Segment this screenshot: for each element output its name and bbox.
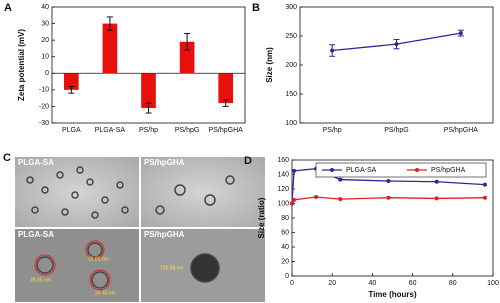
micrograph <box>15 229 139 302</box>
panel-label: D <box>244 155 252 167</box>
annotation: 26.80 nm <box>88 256 109 262</box>
marker <box>482 195 487 200</box>
y-tick-label: 20 <box>281 258 289 265</box>
x-axis-label: Time (hours) <box>368 290 417 299</box>
bar <box>63 73 79 90</box>
y-tick-label: 150 <box>285 91 297 98</box>
x-tick-label: PS/hp <box>323 127 342 134</box>
y-tick-label: 100 <box>277 200 289 207</box>
legend-label: PS/hpGHA <box>431 167 466 174</box>
x-tick-label: PLGA-SA <box>95 127 126 134</box>
image-label: PS/hpGHA <box>144 230 185 239</box>
legend-marker <box>330 168 334 172</box>
y-tick-label: 0 <box>285 273 289 280</box>
x-tick-label: 60 <box>409 280 417 287</box>
marker <box>338 197 343 202</box>
y-tick-label: 200 <box>285 62 297 69</box>
x-tick-label: PS/hpG <box>384 127 409 134</box>
panel-label: A <box>4 2 12 14</box>
marker <box>482 182 487 187</box>
annotation: 25.05 nm <box>30 277 51 283</box>
micrograph <box>141 157 265 227</box>
bar <box>179 41 195 74</box>
marker <box>314 194 319 199</box>
marker <box>338 177 343 182</box>
marker <box>292 168 297 173</box>
image-label: PLGA-SA <box>18 158 54 167</box>
annotation: 24.40 nm <box>95 290 116 296</box>
legend-box <box>315 162 487 178</box>
highlight-rings <box>34 240 111 291</box>
panel-label: B <box>252 2 260 14</box>
y-tick-label: 10 <box>41 54 49 61</box>
marker <box>434 196 439 201</box>
y-tick-label: 160 <box>277 157 289 164</box>
plot-frame <box>51 6 246 124</box>
y-tick-label: 100 <box>285 120 297 127</box>
legend-marker <box>415 168 419 172</box>
y-tick-label: 300 <box>285 4 297 11</box>
panel-c: C PLGA-SA PS/hpGHA PLGA-SA PS/hpGHA 26.8… <box>3 152 265 302</box>
annotation: 193.58 nm <box>160 265 184 271</box>
y-tick-label: -10 <box>39 87 49 94</box>
marker <box>330 48 335 53</box>
y-axis-label: Size (ratio) <box>257 197 266 238</box>
image-label: PLGA-SA <box>18 230 54 239</box>
marker <box>386 179 391 184</box>
bar <box>218 73 234 104</box>
x-tick-label: PS/hpGHA <box>209 127 244 134</box>
y-tick-label: 30 <box>41 20 49 27</box>
marker <box>458 31 463 36</box>
y-tick-label: 60 <box>281 229 289 236</box>
plot-frame <box>291 159 494 277</box>
marker <box>290 201 294 206</box>
y-tick-label: 250 <box>285 33 297 40</box>
x-tick-label: 0 <box>290 280 294 287</box>
y-tick-label: 40 <box>41 4 49 11</box>
y-axis-label: Zeta potential (mV) <box>17 29 26 101</box>
bar <box>141 73 156 109</box>
x-tick-label: PS/hpGHA <box>444 127 479 134</box>
y-tick-label: 40 <box>281 244 289 251</box>
y-tick-label: 0 <box>45 70 49 77</box>
y-tick-label: -30 <box>39 120 49 127</box>
y-tick-label: 120 <box>277 186 289 193</box>
x-tick-label: 40 <box>369 280 377 287</box>
x-tick-label: PS/hpG <box>175 127 200 134</box>
particles <box>26 166 235 289</box>
y-tick-label: 140 <box>277 171 289 178</box>
y-axis-label: Size (nm) <box>265 47 274 83</box>
bar <box>102 23 118 74</box>
marker <box>394 42 399 47</box>
legend-label: PLGA-SA <box>346 167 377 174</box>
panel-label: C <box>3 152 11 164</box>
y-tick-label: 20 <box>41 37 49 44</box>
x-tick-label: PLGA <box>62 127 81 134</box>
marker <box>434 179 439 184</box>
x-tick-label: PS/hp <box>139 127 158 134</box>
plot-frame <box>299 6 494 124</box>
marker <box>292 197 297 202</box>
marker <box>386 195 391 200</box>
y-tick-label: -20 <box>39 103 49 110</box>
x-tick-label: 20 <box>328 280 336 287</box>
x-tick-label: 100 <box>487 280 499 287</box>
y-tick-label: 80 <box>281 215 289 222</box>
x-tick-label: 80 <box>449 280 457 287</box>
image-label: PS/hpGHA <box>144 158 185 167</box>
